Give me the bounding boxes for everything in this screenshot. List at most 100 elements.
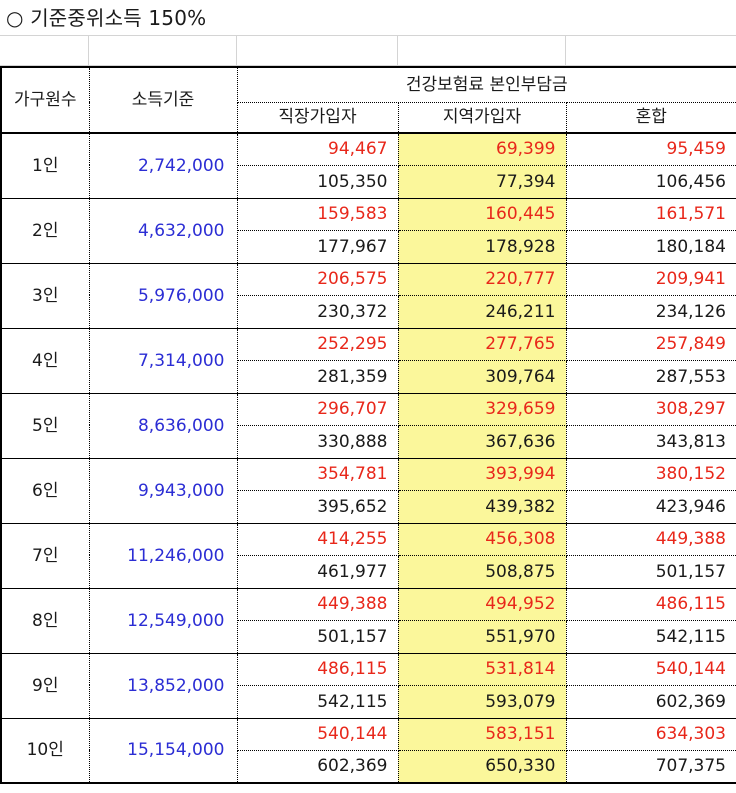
table-row: 330,888 367,636 343,813 (1, 425, 736, 459)
regional-value-red: 69,399 (398, 133, 567, 166)
table-row: 5인 8,636,000 296,707 329,659 308,297 (0, 393, 736, 459)
header-regional: 지역가입자 (398, 102, 567, 134)
regional-value: 178,928 (398, 230, 567, 264)
employee-value-red: 540,144 (237, 718, 399, 751)
regional-value-red: 583,151 (398, 718, 567, 751)
header-income: 소득기준 (89, 66, 238, 134)
regional-value: 508,875 (398, 555, 567, 589)
regional-value-red: 329,659 (398, 393, 567, 426)
table-row: 3인 5,976,000 206,575 220,777 209,941 (0, 263, 736, 329)
income-cell: 15,154,000 (89, 718, 238, 784)
employee-value-red: 486,115 (237, 653, 399, 686)
income-cell: 2,742,000 (89, 133, 238, 199)
gridline (397, 36, 398, 66)
mixed-value-red: 257,849 (566, 328, 736, 361)
header-employee: 직장가입자 (237, 102, 399, 134)
household-cell: 8인 (0, 588, 90, 654)
household-cell: 6인 (0, 458, 90, 524)
employee-value: 395,652 (237, 490, 399, 524)
table-row: 395,652 439,382 423,946 (1, 490, 736, 524)
regional-value-red: 456,308 (398, 523, 567, 556)
employee-value-red: 252,295 (237, 328, 399, 361)
gridline (236, 36, 237, 66)
employee-value-red: 296,707 (237, 393, 399, 426)
table-row: 10인 15,154,000 540,144 583,151 634,303 (0, 718, 736, 784)
mixed-value: 542,115 (566, 620, 736, 654)
mixed-value: 106,456 (566, 165, 736, 199)
employee-value-red: 414,255 (237, 523, 399, 556)
table-row: 2인 4,632,000 159,583 160,445 161,571 (0, 198, 736, 264)
table-row: 501,157 551,970 542,115 (1, 620, 736, 654)
household-cell: 3인 (0, 263, 90, 329)
table-row: 1인 2,742,000 94,467 69,399 95,459 (0, 133, 736, 199)
employee-value-red: 449,388 (237, 588, 399, 621)
header-household: 가구원수 (0, 66, 90, 134)
mixed-value: 423,946 (566, 490, 736, 524)
mixed-value: 501,157 (566, 555, 736, 589)
regional-value: 77,394 (398, 165, 567, 199)
mixed-value: 234,126 (566, 295, 736, 329)
household-cell: 4인 (0, 328, 90, 394)
household-cell: 9인 (0, 653, 90, 719)
employee-value-red: 206,575 (237, 263, 399, 296)
gridline (0, 65, 736, 66)
employee-value-red: 354,781 (237, 458, 399, 491)
regional-value: 367,636 (398, 425, 567, 459)
table-row: 7인 11,246,000 414,255 456,308 449,388 (0, 523, 736, 589)
regional-value-red: 160,445 (398, 198, 567, 231)
mixed-value-red: 634,303 (566, 718, 736, 751)
table-row: 9인 13,852,000 486,115 531,814 540,144 (0, 653, 736, 719)
section-title: ○ 기준중위소득 150% (6, 6, 207, 30)
table-row: 602,369 650,330 707,375 (1, 750, 736, 784)
regional-value: 551,970 (398, 620, 567, 654)
household-cell: 7인 (0, 523, 90, 589)
employee-value-red: 159,583 (237, 198, 399, 231)
household-cell: 2인 (0, 198, 90, 264)
household-cell: 10인 (0, 718, 90, 784)
regional-value: 593,079 (398, 685, 567, 719)
regional-value: 246,211 (398, 295, 567, 329)
empty-spreadsheet-row (0, 36, 736, 66)
regional-value: 650,330 (398, 750, 567, 784)
gridline (88, 36, 89, 66)
mixed-value: 343,813 (566, 425, 736, 459)
income-cell: 5,976,000 (89, 263, 238, 329)
regional-value-red: 393,994 (398, 458, 567, 491)
mixed-value: 287,553 (566, 360, 736, 394)
employee-value: 501,157 (237, 620, 399, 654)
table-row: 6인 9,943,000 354,781 393,994 380,152 (0, 458, 736, 524)
employee-value: 105,350 (237, 165, 399, 199)
table-row: 461,977 508,875 501,157 (1, 555, 736, 589)
regional-value: 309,764 (398, 360, 567, 394)
employee-value: 461,977 (237, 555, 399, 589)
header-premium-group: 건강보험료 본인부담금 (237, 66, 736, 103)
household-cell: 1인 (0, 133, 90, 199)
mixed-value: 707,375 (566, 750, 736, 784)
mixed-value-red: 308,297 (566, 393, 736, 426)
employee-value: 230,372 (237, 295, 399, 329)
employee-value: 542,115 (237, 685, 399, 719)
mixed-value: 180,184 (566, 230, 736, 264)
mixed-value-red: 95,459 (566, 133, 736, 166)
regional-value-red: 494,952 (398, 588, 567, 621)
income-cell: 9,943,000 (89, 458, 238, 524)
employee-value: 330,888 (237, 425, 399, 459)
table-row: 281,359 309,764 287,553 (1, 360, 736, 394)
table-row: 542,115 593,079 602,369 (1, 685, 736, 719)
mixed-value-red: 486,115 (566, 588, 736, 621)
income-cell: 12,549,000 (89, 588, 238, 654)
employee-value: 281,359 (237, 360, 399, 394)
income-cell: 7,314,000 (89, 328, 238, 394)
employee-value: 602,369 (237, 750, 399, 784)
table-row: 105,350 77,394 106,456 (1, 165, 736, 199)
mixed-value: 602,369 (566, 685, 736, 719)
mixed-value-red: 209,941 (566, 263, 736, 296)
header-mixed: 혼합 (566, 102, 736, 134)
employee-value-red: 94,467 (237, 133, 399, 166)
income-cell: 11,246,000 (89, 523, 238, 589)
mixed-value-red: 449,388 (566, 523, 736, 556)
regional-value: 439,382 (398, 490, 567, 524)
title-row: ○ 기준중위소득 150% (0, 0, 736, 36)
mixed-value-red: 540,144 (566, 653, 736, 686)
table-row: 4인 7,314,000 252,295 277,765 257,849 (0, 328, 736, 394)
